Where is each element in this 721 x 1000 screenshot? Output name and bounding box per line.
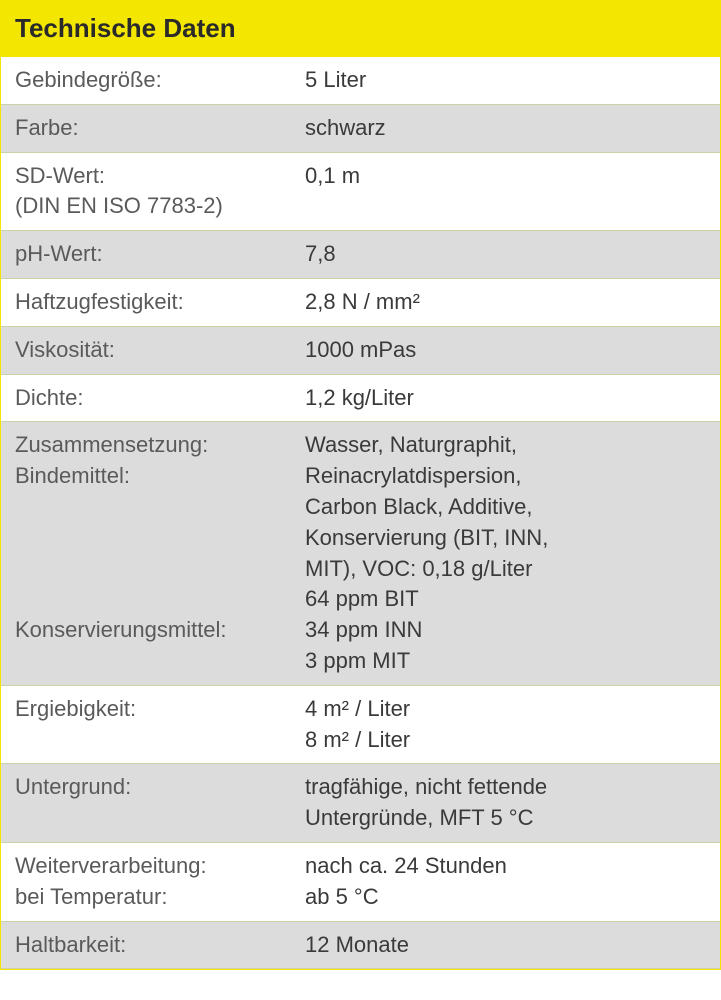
row-label-line: Untergrund: bbox=[15, 772, 297, 803]
row-value-line: 64 ppm BIT bbox=[305, 584, 706, 615]
row-value: 1000 mPas bbox=[305, 335, 706, 366]
row-value-line: Wasser, Naturgraphit, bbox=[305, 430, 706, 461]
row-label-line: Dichte: bbox=[15, 383, 297, 414]
row-label: Zusammensetzung:Bindemittel: Konservieru… bbox=[15, 430, 305, 676]
table-header: Technische Daten bbox=[1, 1, 720, 57]
table-row: Ergiebigkeit: 4 m² / Liter8 m² / Liter bbox=[1, 686, 720, 765]
row-label-line: Gebindegröße: bbox=[15, 65, 297, 96]
row-label: Ergiebigkeit: bbox=[15, 694, 305, 756]
row-label-line bbox=[15, 523, 297, 554]
row-label-line bbox=[15, 554, 297, 585]
row-label: Untergrund: bbox=[15, 772, 305, 834]
row-value-line: Carbon Black, Additive, bbox=[305, 492, 706, 523]
table-row: SD-Wert:(DIN EN ISO 7783-2)0,1 m bbox=[1, 153, 720, 232]
row-value: 7,8 bbox=[305, 239, 706, 270]
row-value-line: 12 Monate bbox=[305, 930, 706, 961]
row-value: nach ca. 24 Stundenab 5 °C bbox=[305, 851, 706, 913]
table-row: pH-Wert: 7,8 bbox=[1, 231, 720, 279]
row-value: 12 Monate bbox=[305, 930, 706, 961]
row-label: Weiterverarbeitung:bei Temperatur: bbox=[15, 851, 305, 913]
row-value-line: Reinacrylatdispersion, bbox=[305, 461, 706, 492]
row-value-line: ab 5 °C bbox=[305, 882, 706, 913]
row-value-line: 7,8 bbox=[305, 239, 706, 270]
row-value: 4 m² / Liter8 m² / Liter bbox=[305, 694, 706, 756]
row-value-line: Konservierung (BIT, INN, bbox=[305, 523, 706, 554]
row-value: tragfähige, nicht fettendeUntergründe, M… bbox=[305, 772, 706, 834]
row-label-line bbox=[15, 584, 297, 615]
row-label: SD-Wert:(DIN EN ISO 7783-2) bbox=[15, 161, 305, 223]
row-value-line: 3 ppm MIT bbox=[305, 646, 706, 677]
table-row: Haltbarkeit: 12 Monate bbox=[1, 922, 720, 970]
row-value-line: schwarz bbox=[305, 113, 706, 144]
row-value: 5 Liter bbox=[305, 65, 706, 96]
table-title: Technische Daten bbox=[15, 13, 236, 43]
row-label: pH-Wert: bbox=[15, 239, 305, 270]
row-value-line: nach ca. 24 Stunden bbox=[305, 851, 706, 882]
row-label-line: Weiterverarbeitung: bbox=[15, 851, 297, 882]
row-label: Haftzugfestigkeit: bbox=[15, 287, 305, 318]
row-label-line: Ergiebigkeit: bbox=[15, 694, 297, 725]
row-label: Gebindegröße: bbox=[15, 65, 305, 96]
row-value: 2,8 N / mm² bbox=[305, 287, 706, 318]
row-label-line bbox=[15, 492, 297, 523]
table-row: Viskosität: 1000 mPas bbox=[1, 327, 720, 375]
row-value: 1,2 kg/Liter bbox=[305, 383, 706, 414]
row-value-line: 1,2 kg/Liter bbox=[305, 383, 706, 414]
table-row: Haftzugfestigkeit: 2,8 N / mm² bbox=[1, 279, 720, 327]
row-label-line: Haltbarkeit: bbox=[15, 930, 297, 961]
row-value: 0,1 m bbox=[305, 161, 706, 223]
row-value: schwarz bbox=[305, 113, 706, 144]
row-label-line: SD-Wert: bbox=[15, 161, 297, 192]
row-value-line: tragfähige, nicht fettende bbox=[305, 772, 706, 803]
row-value-line: 4 m² / Liter bbox=[305, 694, 706, 725]
row-value-line: 8 m² / Liter bbox=[305, 725, 706, 756]
table-row: Dichte: 1,2 kg/Liter bbox=[1, 375, 720, 423]
row-value-line: 34 ppm INN bbox=[305, 615, 706, 646]
row-label-line: Farbe: bbox=[15, 113, 297, 144]
table-body: Gebindegröße:5 LiterFarbe:schwarzSD-Wert… bbox=[1, 57, 720, 969]
row-value-line: 5 Liter bbox=[305, 65, 706, 96]
table-row: Farbe: schwarz bbox=[1, 105, 720, 153]
row-value-line: 0,1 m bbox=[305, 161, 706, 192]
row-label-line: pH-Wert: bbox=[15, 239, 297, 270]
row-value-line: Untergründe, MFT 5 °C bbox=[305, 803, 706, 834]
row-label-line: (DIN EN ISO 7783-2) bbox=[15, 191, 297, 222]
row-value-line: 1000 mPas bbox=[305, 335, 706, 366]
table-row: Weiterverarbeitung:bei Temperatur:nach c… bbox=[1, 843, 720, 922]
row-value-line: 2,8 N / mm² bbox=[305, 287, 706, 318]
row-label-line: Viskosität: bbox=[15, 335, 297, 366]
row-label: Farbe: bbox=[15, 113, 305, 144]
row-label-line: Konservierungsmittel: bbox=[15, 615, 297, 646]
row-value: Wasser, Naturgraphit,Reinacrylatdispersi… bbox=[305, 430, 706, 676]
row-label-line: Zusammensetzung: bbox=[15, 430, 297, 461]
row-label-line: Bindemittel: bbox=[15, 461, 297, 492]
technical-data-table: Technische Daten Gebindegröße: 5 Liter Far… bbox=[0, 0, 721, 970]
row-label-line: bei Temperatur: bbox=[15, 882, 297, 913]
row-label: Dichte: bbox=[15, 383, 305, 414]
row-label-line: Haftzugfestigkeit: bbox=[15, 287, 297, 318]
row-value-line: MIT), VOC: 0,18 g/Liter bbox=[305, 554, 706, 585]
row-label: Haltbarkeit: bbox=[15, 930, 305, 961]
table-row: Zusammensetzung:Bindemittel: Konservieru… bbox=[1, 422, 720, 685]
table-row: Gebindegröße: 5 Liter bbox=[1, 57, 720, 105]
row-label: Viskosität: bbox=[15, 335, 305, 366]
table-row: Untergrund: tragfähige, nicht fettendeUnt… bbox=[1, 764, 720, 843]
